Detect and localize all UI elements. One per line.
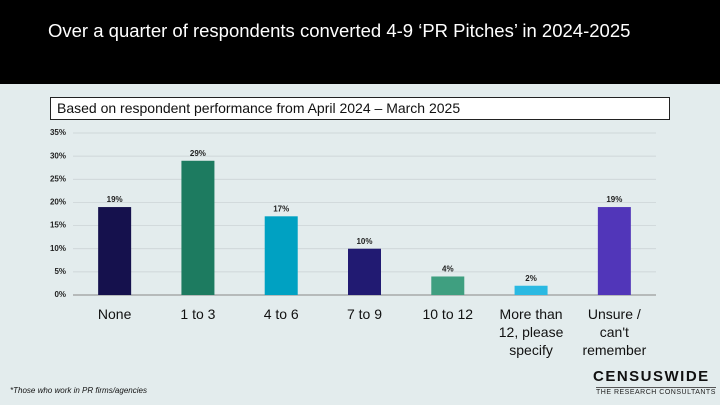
value-label: 4%	[442, 265, 454, 274]
y-tick-label: 20%	[50, 198, 66, 207]
footnote: *Those who work in PR firms/agencies	[10, 386, 147, 395]
bar	[431, 276, 465, 295]
value-label: 19%	[606, 195, 622, 204]
value-label: 17%	[273, 204, 289, 213]
value-label: 19%	[107, 195, 123, 204]
value-label: 10%	[356, 237, 372, 246]
x-tick-label: 1 to 3	[180, 306, 216, 322]
y-tick-label: 30%	[50, 151, 66, 160]
y-tick-label: 35%	[50, 128, 66, 137]
bar	[98, 207, 132, 295]
chart-title: Over a quarter of respondents converted …	[48, 20, 631, 41]
header-bar	[0, 0, 720, 84]
bar	[348, 248, 381, 295]
bar	[597, 207, 631, 295]
x-tick-label: 4 to 6	[263, 306, 299, 322]
y-tick-label: 0%	[54, 290, 66, 299]
y-tick-label: 15%	[50, 221, 66, 230]
value-label: 29%	[190, 149, 206, 158]
x-tick-label: 7 to 9	[346, 306, 383, 322]
y-tick-label: 10%	[50, 244, 66, 253]
chart-subtitle: Based on respondent performance from Apr…	[50, 97, 670, 120]
logo-tagline: THE RESEARCH CONSULTANTS	[596, 387, 716, 396]
y-tick-label: 25%	[50, 174, 66, 183]
x-tick-label: None	[97, 306, 132, 322]
x-tick-label: 10 to 12	[422, 306, 474, 322]
bar	[514, 285, 548, 295]
logo: CENSUSWIDE	[593, 368, 710, 385]
y-tick-label: 5%	[54, 267, 66, 276]
bar	[264, 216, 298, 295]
x-tick-label: Unsure / can't remember	[582, 306, 647, 358]
value-label: 2%	[525, 274, 537, 283]
bar	[181, 160, 215, 295]
x-tick-label: More than 12, please specify	[498, 306, 564, 358]
